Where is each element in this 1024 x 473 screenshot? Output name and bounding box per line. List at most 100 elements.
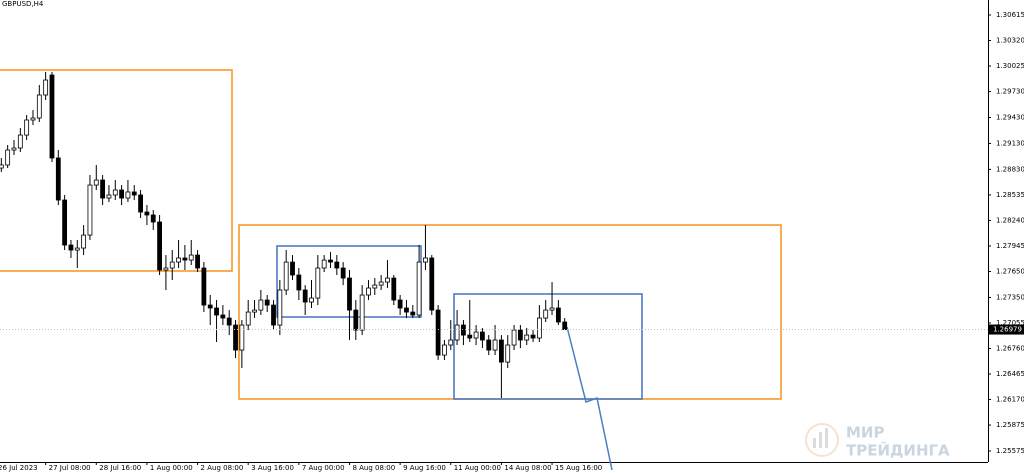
x-tick-label: 2 Aug 08:00 <box>201 464 244 472</box>
candle-body <box>309 297 314 303</box>
candle-body <box>68 244 74 251</box>
candle-body <box>131 191 137 196</box>
candle-body <box>188 254 194 261</box>
candle-body <box>359 294 365 331</box>
candle-body <box>486 339 492 351</box>
y-tick-label: 1.27055 <box>996 319 1024 327</box>
candle-body <box>93 179 99 186</box>
x-tick-label: 28 Jul 16:00 <box>99 464 141 472</box>
x-tick-label: 26 Jul 2023 <box>0 464 38 472</box>
candle-body <box>49 74 55 159</box>
y-tick-label: 1.26170 <box>996 396 1024 404</box>
candle-body <box>410 311 416 316</box>
y-tick-label: 1.30025 <box>996 62 1024 70</box>
candle-body <box>201 267 207 306</box>
candle-body <box>176 257 181 263</box>
candle-body <box>397 299 403 309</box>
candle-body <box>24 119 30 136</box>
candle-body <box>302 289 308 303</box>
candle-body <box>144 211 150 216</box>
plot: 1.30615 1.30320 1.30025 1.29730 1.29430 1.291… <box>0 11 1024 472</box>
candle-body <box>530 334 536 339</box>
candle-body <box>87 184 93 236</box>
candle-body <box>555 307 561 323</box>
x-tick-label: 27 Jul 08:00 <box>49 464 91 472</box>
candle-body <box>264 299 270 306</box>
candle-body <box>100 179 106 199</box>
candle-body <box>435 309 441 356</box>
y-tick-label: 1.27945 <box>996 242 1024 250</box>
x-tick-label: 14 Aug 08:00 <box>504 464 551 472</box>
candle-body <box>492 339 498 351</box>
candle-body <box>467 334 473 339</box>
candle-body <box>258 299 264 311</box>
candle-body <box>366 287 371 296</box>
candle-body <box>372 284 378 289</box>
watermark-icon <box>805 423 839 457</box>
candle-body <box>11 147 17 151</box>
x-tick-label: 9 Aug 16:00 <box>403 464 446 472</box>
y-tick-label: 1.27650 <box>996 267 1024 275</box>
y-tick-label: 1.26465 <box>996 370 1024 378</box>
candle-body <box>549 307 555 311</box>
candle-body <box>0 164 4 169</box>
candle-body <box>36 94 42 119</box>
candle-body <box>543 309 549 319</box>
candle-body <box>321 259 327 269</box>
candle-body <box>416 261 422 316</box>
candle-body <box>353 309 359 331</box>
candle-body <box>334 261 340 269</box>
candle-body <box>43 79 49 96</box>
candle-body <box>233 324 238 351</box>
y-tick-label: 1.27350 <box>996 293 1024 301</box>
x-tick-label: 1 Aug 00:00 <box>150 464 193 472</box>
candle-body <box>119 189 124 199</box>
candle-body <box>347 277 352 311</box>
range-box <box>453 293 643 400</box>
y-tick-label: 1.30320 <box>996 36 1024 44</box>
candle-body <box>562 321 568 330</box>
watermark-icon <box>813 438 816 448</box>
x-tick-label: 15 Aug 16:00 <box>555 464 602 472</box>
x-tick-label: 11 Aug 00:00 <box>454 464 501 472</box>
candle-body <box>277 289 283 326</box>
y-tick-label: 1.28830 <box>996 165 1024 173</box>
candle-body <box>442 344 447 356</box>
candle-body <box>404 307 409 313</box>
candle-body <box>169 261 175 269</box>
watermark-text: ТРЕЙДИНГА <box>846 441 950 460</box>
candle-body <box>480 331 485 341</box>
y-tick-label: 1.29430 <box>996 113 1024 121</box>
candle-body <box>163 267 169 271</box>
current-price-box <box>989 324 1024 335</box>
forecast-line <box>566 326 613 471</box>
candle-body <box>62 199 68 246</box>
candle-body <box>461 324 466 336</box>
candle-body <box>81 234 87 249</box>
candle-body <box>505 344 511 363</box>
candle-body <box>473 331 479 339</box>
candle-body <box>195 254 200 269</box>
y-tick-label: 1.28535 <box>996 191 1024 199</box>
candle-body <box>315 267 321 299</box>
y-tick-label: 1.25875 <box>996 421 1024 429</box>
candle-body <box>138 194 143 213</box>
x-tick-label: 3 Aug 16:00 <box>251 464 294 472</box>
range-box <box>0 69 233 272</box>
candle-body <box>498 339 504 363</box>
candle-body <box>5 149 11 166</box>
candle-body <box>74 247 80 251</box>
candle-body <box>239 324 245 351</box>
watermark-icon <box>825 428 828 448</box>
candle-body <box>182 257 188 261</box>
candle-body <box>214 307 219 316</box>
candle-body <box>454 324 460 341</box>
candle-body <box>30 117 36 121</box>
candle-body <box>157 221 162 271</box>
candle-body <box>112 189 118 196</box>
candle-body <box>517 329 523 341</box>
y-tick-label: 1.30615 <box>996 11 1024 19</box>
watermark: МИР ТРЕЙДИНГА <box>805 423 950 460</box>
candle-body <box>429 257 435 311</box>
